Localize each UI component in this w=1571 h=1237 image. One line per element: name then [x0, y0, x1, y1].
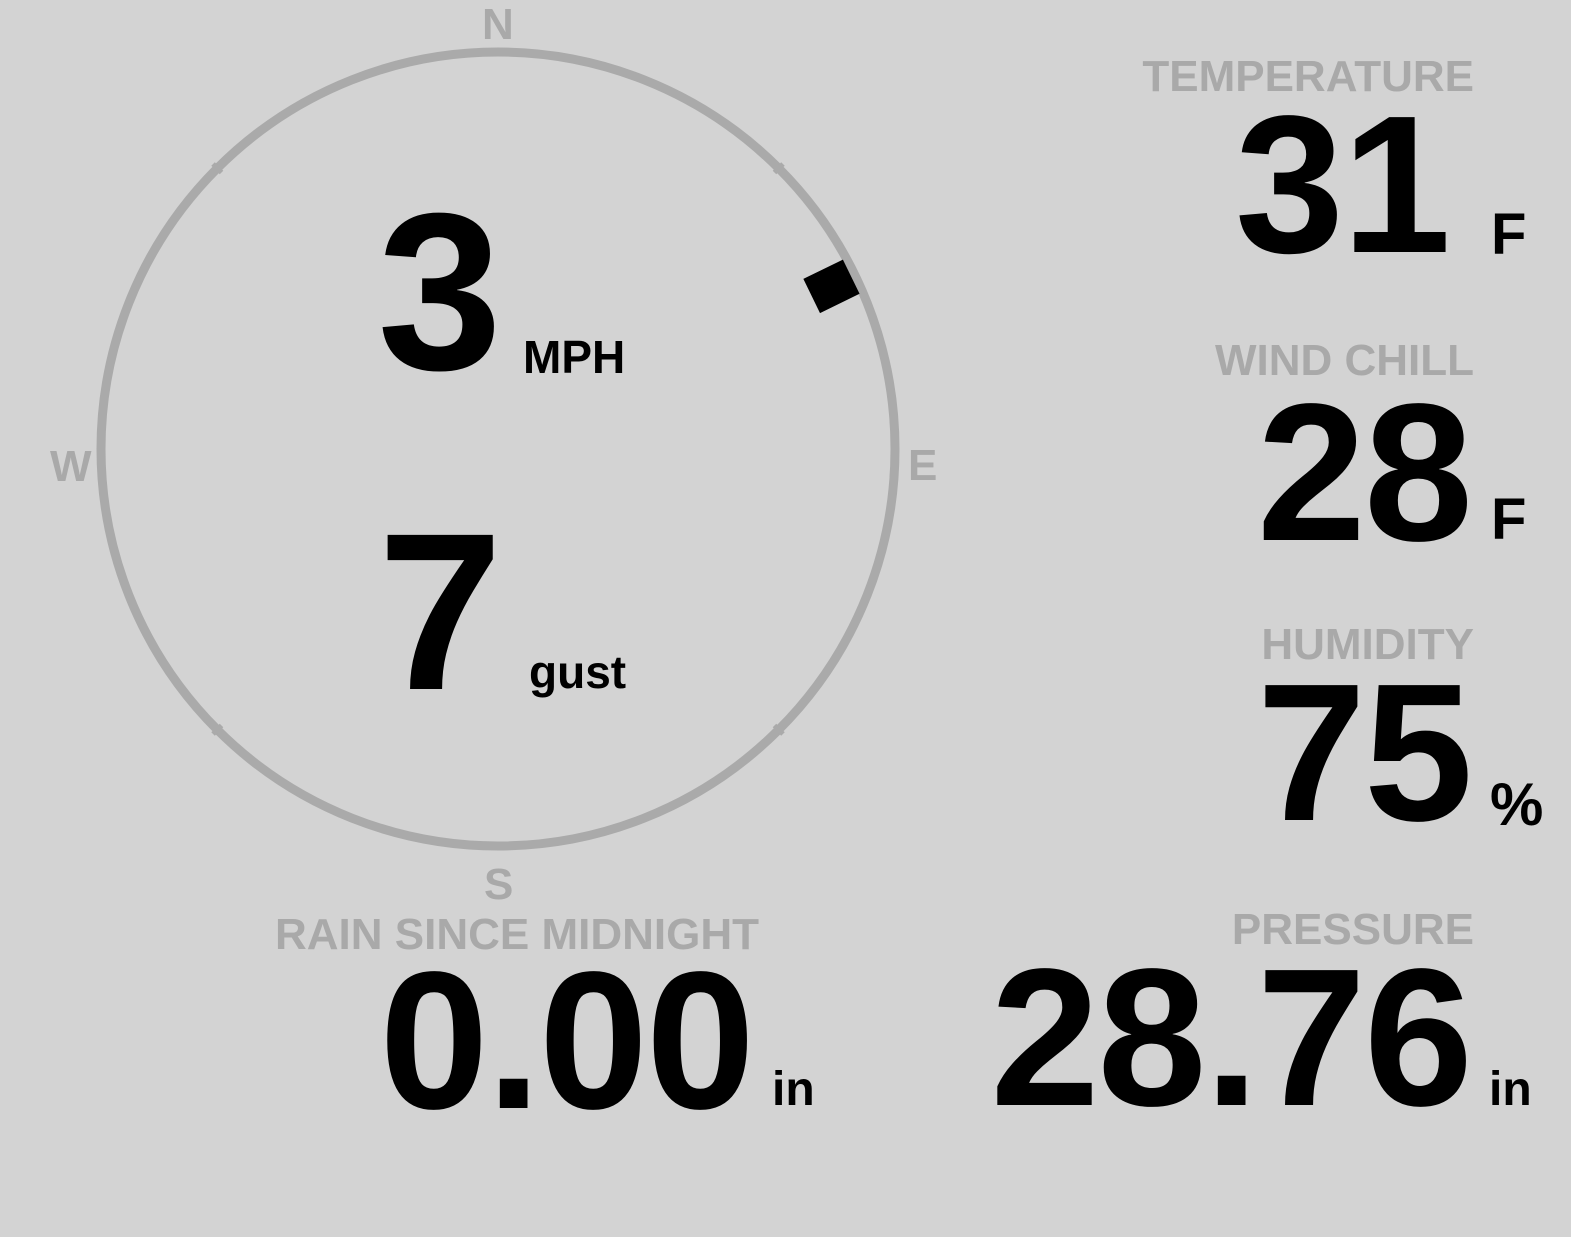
wind-speed-unit: MPH — [523, 331, 626, 383]
rain-label: RAIN SINCE MIDNIGHT — [275, 910, 759, 959]
temperature-value: 31 — [1234, 75, 1451, 294]
compass-south: S — [484, 860, 514, 909]
compass-east: E — [908, 441, 938, 490]
compass-west: W — [50, 442, 92, 491]
pressure-label: PRESSURE — [1231, 905, 1474, 954]
wind-chill-value: 28 — [1256, 363, 1473, 582]
temperature-unit: F — [1491, 202, 1527, 267]
pressure-value: 28.76 — [990, 928, 1473, 1147]
compass-tick — [772, 162, 785, 175]
compass-tick — [211, 162, 224, 175]
temperature-label: TEMPERATURE — [1142, 52, 1474, 101]
compass-tick — [211, 723, 224, 736]
wind-speed-value: 3 — [377, 167, 502, 417]
pressure-unit: in — [1489, 1063, 1532, 1116]
humidity-label: HUMIDITY — [1261, 620, 1474, 669]
compass-north: N — [482, 0, 514, 49]
gust-value: 7 — [378, 487, 503, 737]
gust-label: gust — [529, 646, 627, 698]
compass-ring — [96, 47, 900, 851]
compass-tick — [772, 723, 785, 736]
rain-unit: in — [772, 1063, 815, 1116]
humidity-value: 75 — [1256, 643, 1473, 862]
wind-direction-marker — [803, 259, 860, 314]
wind-chill-unit: F — [1491, 487, 1527, 552]
wind-chill-label: WIND CHILL — [1214, 336, 1474, 385]
humidity-unit: % — [1490, 771, 1544, 838]
rain-value: 0.00 — [379, 931, 755, 1150]
